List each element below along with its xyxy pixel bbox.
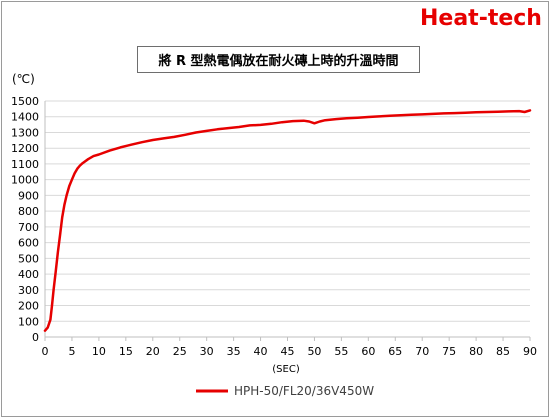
chart-title: 將 R 型熱電偶放在耐火磚上時的升溫時間: [158, 54, 399, 69]
y-axis-unit-label: (℃): [12, 72, 35, 86]
chart-title-box: 將 R 型熱電偶放在耐火磚上時的升溫時間: [137, 46, 420, 73]
brand-logo: Heat-tech: [420, 6, 542, 31]
